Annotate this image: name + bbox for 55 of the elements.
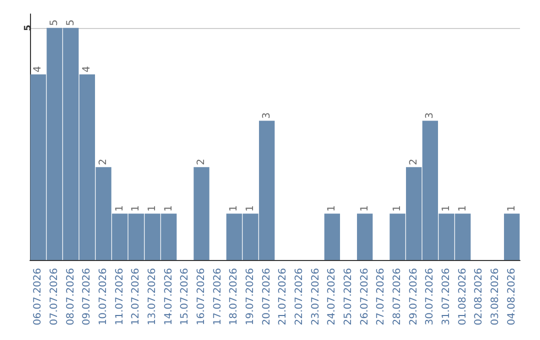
data-label: 5 <box>65 20 76 26</box>
x-tick-label: 12.07.2026 <box>130 268 142 326</box>
x-tick-label: 19.07.2026 <box>245 268 256 326</box>
data-label: 1 <box>114 205 126 212</box>
x-tick-label: 29.07.2026 <box>408 268 420 326</box>
data-label: 1 <box>130 205 142 212</box>
x-tick-label: 06.07.2026 <box>32 268 44 326</box>
x-tick-label: 10.07.2026 <box>98 268 109 326</box>
data-label: 4 <box>82 66 93 72</box>
x-tick-label: 03.08.2026 <box>490 268 501 326</box>
x-tick-label: 18.07.2026 <box>228 268 240 326</box>
data-label: 1 <box>228 205 240 212</box>
data-label: 1 <box>392 205 403 212</box>
bar <box>324 214 340 260</box>
data-label: 4 <box>32 66 44 72</box>
data-label: 1 <box>441 205 452 212</box>
x-tick-label: 13.07.2026 <box>147 268 158 326</box>
x-tick-label: 27.07.2026 <box>376 268 387 326</box>
bar <box>194 167 210 260</box>
x-tick-label: 02.08.2026 <box>474 268 485 326</box>
x-tick-label: 04.08.2026 <box>506 268 518 326</box>
data-label: 1 <box>245 205 256 212</box>
data-label: 1 <box>163 205 174 212</box>
x-tick-label: 25.07.2026 <box>343 268 354 326</box>
x-tick-label: 11.07.2026 <box>114 268 126 326</box>
x-tick-label: 22.07.2026 <box>294 268 305 326</box>
data-label: 1 <box>326 205 338 212</box>
data-label: 3 <box>261 112 272 119</box>
x-tick-label: 24.07.2026 <box>326 268 338 326</box>
x-tick-label: 09.07.2026 <box>82 268 93 326</box>
data-label: 1 <box>457 205 468 212</box>
x-tick-label: 20.07.2026 <box>261 268 272 326</box>
bar <box>356 214 373 260</box>
data-label: 1 <box>506 205 518 212</box>
x-tick-label: 07.07.2026 <box>49 268 60 326</box>
data-label: 2 <box>98 158 109 166</box>
x-tick-label: 31.07.2026 <box>441 268 452 326</box>
x-tick-label: 17.07.2026 <box>212 268 224 326</box>
data-label: 2 <box>408 158 420 166</box>
data-label: 1 <box>147 205 158 212</box>
data-label: 2 <box>196 158 207 166</box>
x-tick-label: 08.07.2026 <box>65 268 76 326</box>
x-tick-label: 21.07.2026 <box>278 268 289 326</box>
data-label: 1 <box>359 205 370 212</box>
data-label: 5 <box>49 20 60 26</box>
x-tick-label: 01.08.2026 <box>457 268 468 326</box>
x-tick-label: 23.07.2026 <box>310 268 322 326</box>
x-tick-label: 30.07.2026 <box>424 268 436 326</box>
data-label: 3 <box>424 112 436 119</box>
x-tick-label: 16.07.2026 <box>196 268 207 326</box>
x-tick-label: 26.07.2026 <box>359 268 370 326</box>
bar <box>504 214 520 260</box>
x-tick-label: 14.07.2026 <box>163 268 174 326</box>
x-tick-label: 15.07.2026 <box>180 268 191 326</box>
x-tick-label: 28.07.2026 <box>392 268 403 326</box>
